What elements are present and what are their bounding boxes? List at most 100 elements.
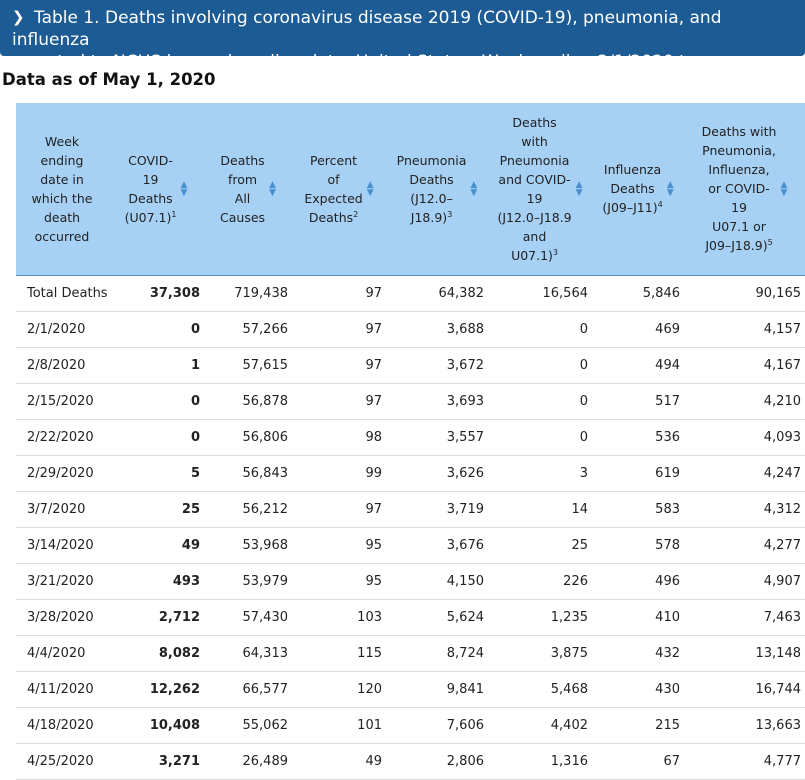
header-line: Week — [44, 133, 80, 149]
table-cell: 4,247 — [684, 455, 805, 492]
table-cell: 517 — [592, 383, 684, 420]
header-line: 19 — [142, 171, 159, 187]
header-line: Pneumonia — [396, 152, 467, 168]
deaths-table: Week ending date in which the death occurred C… — [16, 103, 805, 780]
table-cell: 4,167 — [684, 347, 805, 384]
footnote-marker: 2 — [353, 209, 359, 219]
table-cell: 226 — [488, 563, 592, 600]
table-cell: 67 — [592, 743, 684, 780]
table-cell: 97 — [292, 383, 386, 420]
table-row: 2/15/2020 0 56,878 97 3,693 0 517 4,210 — [16, 383, 805, 420]
table-cell: 98 — [292, 419, 386, 456]
table-row: 4/11/2020 12,262 66,577 120 9,841 5,468 430 16,… — [16, 671, 805, 708]
table-cell: 97 — [292, 491, 386, 528]
table-cell: 3,557 — [386, 419, 488, 456]
table-cell: 56,212 — [204, 491, 292, 528]
column-header-label: Pneumonia Deaths (J12.0– J18.9)3 — [397, 151, 467, 227]
table-cell: 3,271 — [108, 743, 204, 780]
table-cell: 0 — [488, 347, 592, 384]
table-cell: 57,266 — [204, 311, 292, 348]
header-line: occurred — [34, 228, 90, 244]
chevron-down-icon[interactable]: ❯ — [12, 8, 25, 26]
column-header-7[interactable]: Deaths with Pneumonia, Influenza, or COVID-… — [684, 103, 805, 276]
table-cell: 583 — [592, 491, 684, 528]
header-line: of — [327, 171, 340, 187]
table-cell: 16,564 — [488, 275, 592, 312]
table-cell: 3,688 — [386, 311, 488, 348]
table-row: 3/14/2020 49 53,968 95 3,676 25 578 4,277 — [16, 527, 805, 564]
header-line: from — [227, 171, 258, 187]
table-cell: 4,150 — [386, 563, 488, 600]
column-header-4[interactable]: Pneumonia Deaths (J12.0– J18.9)3 ▲ ▼ — [386, 103, 488, 276]
header-line: with — [521, 133, 548, 149]
table-cell: 0 — [108, 311, 204, 348]
table-cell: 3,676 — [386, 527, 488, 564]
header-line: Pneumonia, — [702, 143, 776, 159]
table-row: Total Deaths 37,308 719,438 97 64,382 16,564 5… — [16, 275, 805, 312]
table-row: 2/29/2020 5 56,843 99 3,626 3 619 4,247 — [16, 455, 805, 492]
column-header-0: Week ending date in which the death occurred — [16, 103, 108, 276]
table-cell: 1,235 — [488, 599, 592, 636]
table-cell: 9,841 — [386, 671, 488, 708]
sort-icon[interactable]: ▲ ▼ — [366, 179, 374, 198]
table-cell: 3,875 — [488, 635, 592, 672]
header-line: All — [234, 190, 251, 206]
sort-icon[interactable]: ▲ ▼ — [180, 179, 188, 198]
header-line: Percent — [310, 152, 358, 168]
table-row: 4/25/2020 3,271 26,489 49 2,806 1,316 67 4,777 — [16, 743, 805, 780]
table-cell: 496 — [592, 563, 684, 600]
table-row: 3/7/2020 25 56,212 97 3,719 14 583 4,312 — [16, 491, 805, 528]
header-line: Influenza — [603, 162, 662, 178]
table-body: Total Deaths 37,308 719,438 97 64,382 16,564 5… — [16, 275, 805, 780]
sort-icon[interactable]: ▲ ▼ — [780, 179, 788, 198]
table-cell: 103 — [292, 599, 386, 636]
header-line: Influenza, — [708, 162, 770, 178]
column-header-3[interactable]: Percent of Expected Deaths2 ▲ ▼ — [292, 103, 386, 276]
table-cell: 53,979 — [204, 563, 292, 600]
table-cell: 37,308 — [108, 275, 204, 312]
table-cell: 3,693 — [386, 383, 488, 420]
footnote-marker: 3 — [552, 247, 559, 257]
banner-line-2: reported to NCHS by week ending date, Un… — [12, 52, 697, 94]
header-line: (J09–J11)4 — [602, 200, 663, 216]
table-cell: 56,878 — [204, 383, 292, 420]
table-title-banner[interactable]: ❯ Table 1. Deaths involving coronavirus d… — [0, 0, 805, 94]
header-line: Deaths2 — [308, 209, 359, 225]
table-cell: 55,062 — [204, 707, 292, 744]
table-cell: 5 — [108, 455, 204, 492]
header-line: COVID- — [128, 152, 173, 168]
table-cell: 97 — [292, 275, 386, 312]
sort-icon[interactable]: ▲ ▼ — [470, 179, 478, 198]
column-header-label: COVID- 19 Deaths (U07.1)1 — [125, 151, 177, 227]
sort-icon[interactable]: ▲ ▼ — [666, 179, 674, 198]
week-ending-cell: 4/4/2020 — [16, 635, 108, 672]
table-cell: 7,606 — [386, 707, 488, 744]
week-ending-cell: 3/7/2020 — [16, 491, 108, 528]
table-cell: 3 — [488, 455, 592, 492]
table-cell: 97 — [292, 311, 386, 348]
table-cell: 4,777 — [684, 743, 805, 780]
table-cell: 8,724 — [386, 635, 488, 672]
table-row: 3/21/2020 493 53,979 95 4,150 226 496 4,907 — [16, 563, 805, 600]
table-cell: 5,468 — [488, 671, 592, 708]
table-cell: 4,402 — [488, 707, 592, 744]
header-line: and COVID- — [498, 171, 571, 187]
column-header-6[interactable]: Influenza Deaths (J09–J11)4 ▲ ▼ — [592, 103, 684, 276]
table-cell: 4,157 — [684, 311, 805, 348]
week-ending-cell: 2/1/2020 — [16, 311, 108, 348]
header-line: Deaths — [220, 152, 265, 168]
column-header-1[interactable]: COVID- 19 Deaths (U07.1)1 ▲ ▼ — [108, 103, 204, 276]
data-as-of-label: Data as of May 1, 2020 — [2, 70, 216, 89]
table-cell: 0 — [488, 383, 592, 420]
table-cell: 0 — [488, 311, 592, 348]
sort-icon[interactable]: ▲ ▼ — [575, 179, 583, 198]
table-cell: 7,463 — [684, 599, 805, 636]
header-line: Deaths — [409, 171, 454, 187]
sort-icon[interactable]: ▲ ▼ — [269, 179, 276, 198]
week-ending-cell: 3/28/2020 — [16, 599, 108, 636]
column-header-label: Deaths with Pneumonia, Influenza, or COVID-… — [702, 122, 777, 255]
column-header-2[interactable]: Deaths from All Causes ▲ ▼ — [204, 103, 292, 276]
table-row: 2/8/2020 1 57,615 97 3,672 0 494 4,167 — [16, 347, 805, 384]
table-row: 3/28/2020 2,712 57,430 103 5,624 1,235 410 7,46… — [16, 599, 805, 636]
column-header-5[interactable]: Deaths with Pneumonia and COVID- 19 (J12.0–J1… — [488, 103, 592, 276]
